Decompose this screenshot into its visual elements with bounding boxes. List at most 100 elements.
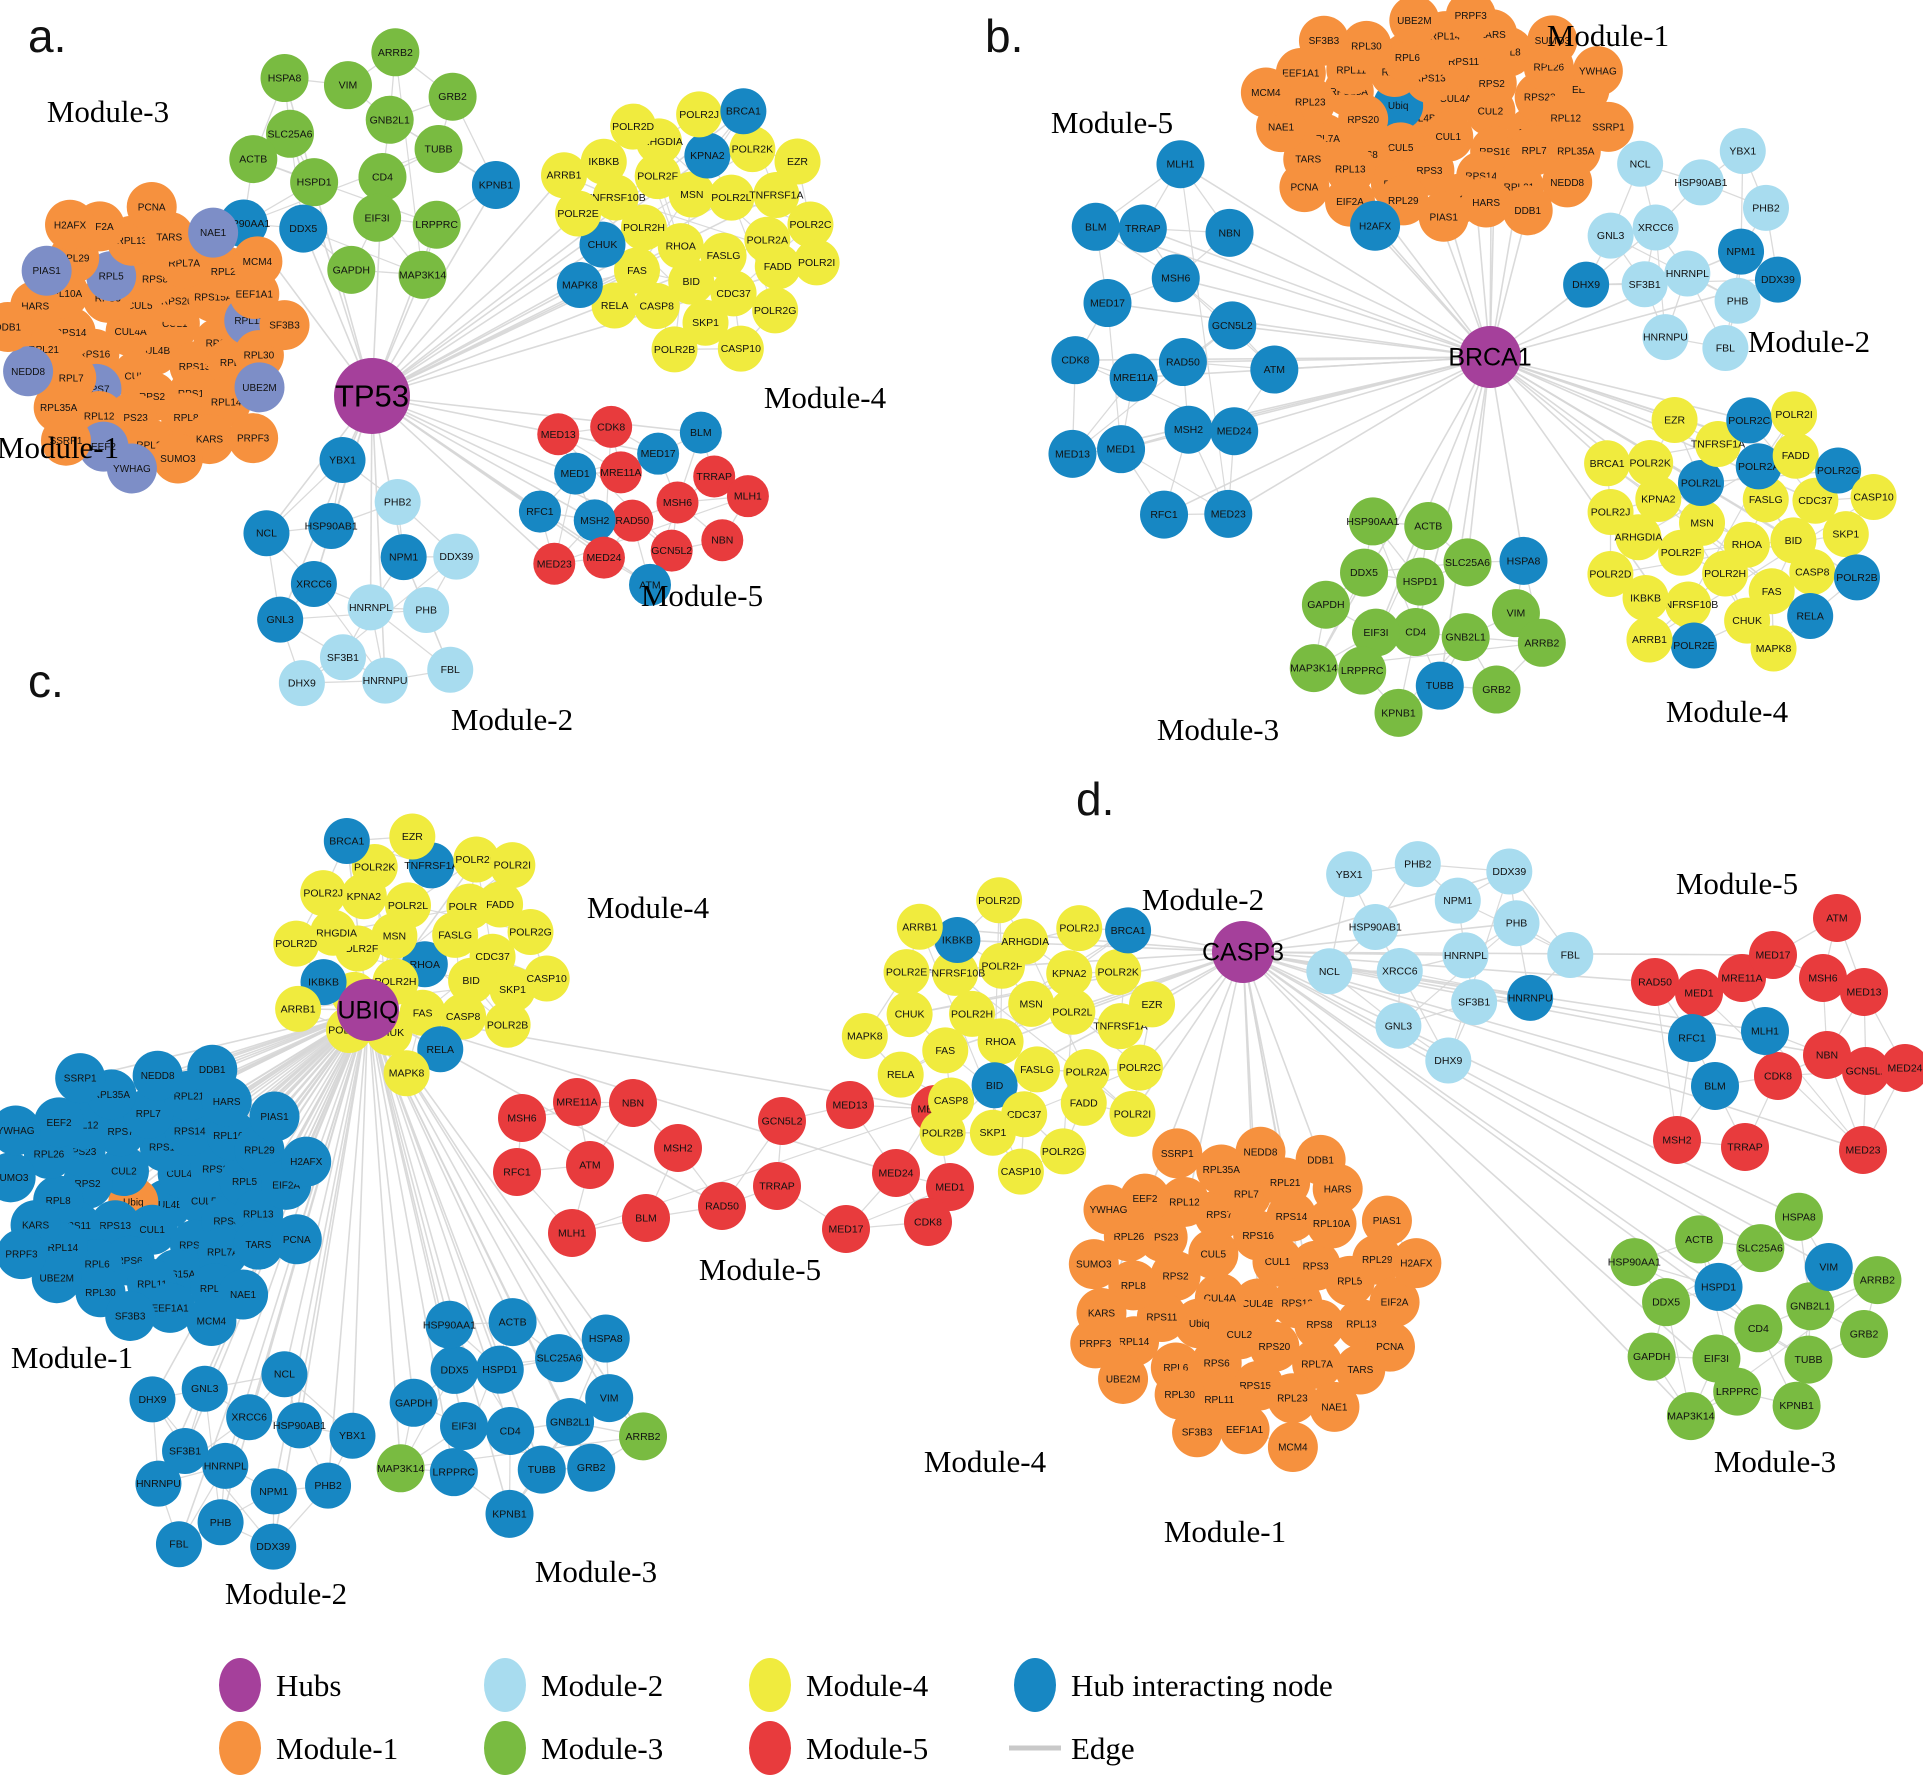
node-MED17[interactable]: MED17 [1749,931,1797,979]
node-RELA[interactable]: RELA [1787,593,1833,639]
node-EEF2[interactable]: EEF2 [34,1097,84,1147]
node-MED24[interactable]: MED24 [583,537,625,579]
node-HNRNPU[interactable]: HNRNPU [362,658,408,704]
node-BRCA1[interactable]: BRCA1 [1584,440,1630,486]
node-MED13[interactable]: MED13 [1048,430,1096,478]
node-GAPDH[interactable]: GAPDH [327,246,375,294]
node-XRCC6[interactable]: XRCC6 [1633,204,1679,250]
node-RFC1[interactable]: RFC1 [1140,491,1188,539]
node-NBN[interactable]: NBN [701,519,743,561]
node-CASP10[interactable]: CASP10 [998,1149,1044,1195]
node-GNL3[interactable]: GNL3 [1588,213,1634,259]
node-POLR2E[interactable]: POLR2E [1671,623,1717,669]
node-VIM[interactable]: VIM [585,1374,633,1422]
node-PCNA[interactable]: PCNA [127,182,177,232]
node-LRPPRC[interactable]: LRPPRC [413,201,461,249]
node-HSPD1[interactable]: HSPD1 [476,1346,524,1394]
node-FBL[interactable]: FBL [1702,325,1748,371]
node-HSPD1[interactable]: HSPD1 [1396,558,1444,606]
node-DHX9[interactable]: DHX9 [279,660,325,706]
node-NCL[interactable]: NCL [1306,948,1352,994]
node-RAD50[interactable]: RAD50 [1631,958,1679,1006]
node-CASP10[interactable]: CASP10 [718,326,764,372]
node-NEDD8[interactable]: NEDD8 [3,346,53,396]
node-DDX39[interactable]: DDX39 [1486,848,1532,894]
node-YWHAG[interactable]: YWHAG [1573,46,1623,96]
node-GAPDH[interactable]: GAPDH [390,1379,438,1427]
node-SLC25A6[interactable]: SLC25A6 [1736,1224,1784,1272]
node-MED17[interactable]: MED17 [637,433,679,475]
node-HNRNPL[interactable]: HNRNPL [1442,932,1488,978]
node-ATM[interactable]: ATM [1250,346,1298,394]
node-PHB[interactable]: PHB [198,1499,244,1545]
node-SUMO3[interactable]: SUMO3 [1069,1239,1119,1289]
node-RFC1[interactable]: RFC1 [493,1148,541,1196]
node-HSPA8[interactable]: HSPA8 [261,54,309,102]
node-GRB2[interactable]: GRB2 [1473,666,1521,714]
node-CD4[interactable]: CD4 [358,153,406,201]
node-GNL3[interactable]: GNL3 [182,1366,228,1412]
node-YBX1[interactable]: YBX1 [320,437,366,483]
node-RAD50[interactable]: RAD50 [1159,338,1207,386]
node-FADD[interactable]: FADD [1773,433,1819,479]
node-XRCC6[interactable]: XRCC6 [226,1394,272,1440]
node-PIAS1[interactable]: PIAS1 [22,246,72,296]
node-FBL[interactable]: FBL [427,647,473,693]
node-MSH2[interactable]: MSH2 [1653,1116,1701,1164]
node-ARRB2[interactable]: ARRB2 [1853,1256,1901,1304]
node-POLR2G[interactable]: POLR2G [752,287,798,333]
node-GCN5L2[interactable]: GCN5L2 [758,1097,806,1145]
node-DDX39[interactable]: DDX39 [433,534,479,580]
node-MED24[interactable]: MED24 [1881,1044,1923,1092]
node-HSP90AA1[interactable]: HSP90AA1 [1346,497,1399,545]
node-HSP90AB1[interactable]: HSP90AB1 [273,1402,326,1448]
node-MSH6[interactable]: MSH6 [657,482,699,524]
node-GRB2[interactable]: GRB2 [567,1444,615,1492]
node-TUBB[interactable]: TUBB [415,125,463,173]
node-HNRNPU[interactable]: HNRNPU [1642,314,1688,360]
node-DHX9[interactable]: DHX9 [129,1376,175,1422]
node-MSH6[interactable]: MSH6 [498,1094,546,1142]
node-POLR2I[interactable]: POLR2I [794,239,840,285]
node-POLR2J[interactable]: POLR2J [676,91,722,137]
node-PHB[interactable]: PHB [1715,278,1761,324]
node-PHB[interactable]: PHB [403,587,449,633]
node-SF3B1[interactable]: SF3B1 [320,634,366,680]
node-MRE11A[interactable]: MRE11A [553,1078,601,1126]
node-TUBB[interactable]: TUBB [1784,1336,1832,1384]
node-POLR2J[interactable]: POLR2J [1056,905,1102,951]
node-POLR2E[interactable]: POLR2E [884,949,930,995]
node-VIM[interactable]: VIM [1805,1243,1853,1291]
node-MSH6[interactable]: MSH6 [1152,254,1200,302]
node-PIAS1[interactable]: PIAS1 [1362,1196,1412,1246]
node-MRE11A[interactable]: MRE11A [600,451,642,493]
node-MAPK8[interactable]: MAPK8 [842,1013,888,1059]
node-POLR2B[interactable]: POLR2B [920,1110,966,1156]
node-BLM[interactable]: BLM [622,1194,670,1242]
node-ACTB[interactable]: ACTB [489,1298,537,1346]
node-CDK8[interactable]: CDK8 [904,1198,952,1246]
node-EIF3I[interactable]: EIF3I [353,194,401,242]
node-POLR2H[interactable]: POLR2H [1702,551,1748,597]
node-MED13[interactable]: MED13 [537,413,579,455]
node-KPNB1[interactable]: KPNB1 [486,1490,534,1538]
node-MAPK8[interactable]: MAPK8 [1751,626,1797,672]
node-GNB2L1[interactable]: GNB2L1 [366,96,414,144]
node-SUMO3[interactable]: SUMO3 [153,434,203,484]
node-POLR2B[interactable]: POLR2B [1834,554,1880,600]
node-EZR[interactable]: EZR [389,814,435,860]
node-GNB2L1[interactable]: GNB2L1 [1442,613,1490,661]
node-PHB2[interactable]: PHB2 [1395,841,1441,887]
node-PHB2[interactable]: PHB2 [375,479,421,525]
node-PCNA[interactable]: PCNA [1279,162,1329,212]
node-POLR2D[interactable]: POLR2D [273,921,319,967]
node-POLR2D[interactable]: POLR2D [610,104,656,150]
node-ARRB2[interactable]: ARRB2 [619,1412,667,1460]
node-FBL[interactable]: FBL [1547,932,1593,978]
node-POLR2C[interactable]: POLR2C [1726,397,1772,443]
node-LRPPRC[interactable]: LRPPRC [1713,1368,1761,1416]
node-GRB2[interactable]: GRB2 [429,73,477,121]
node-RFC1[interactable]: RFC1 [1668,1014,1716,1062]
node-NBN[interactable]: NBN [609,1079,657,1127]
node-POLR2J[interactable]: POLR2J [300,870,346,916]
